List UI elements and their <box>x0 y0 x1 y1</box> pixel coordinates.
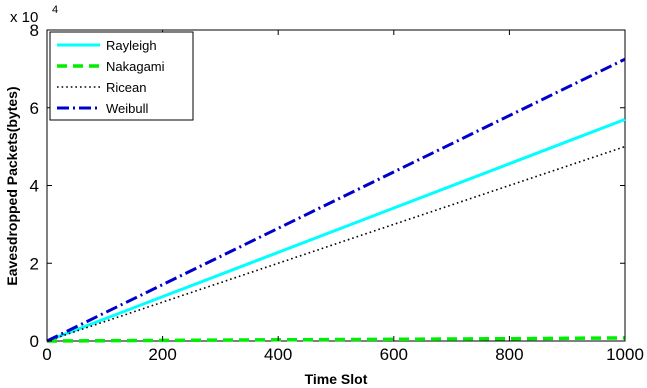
series-line-weibull <box>46 57 626 343</box>
y-axis-label: Eavesdropped Packets(bytes) <box>4 86 20 285</box>
x-tick-label: 200 <box>148 345 176 364</box>
x-axis-label: Time Slot <box>305 371 368 387</box>
x-tick-label: 1000 <box>606 345 644 364</box>
y-tick-label: 0 <box>30 332 39 351</box>
series-line-ricean <box>46 145 626 342</box>
y-tick-label: 8 <box>30 21 39 40</box>
legend-label: Ricean <box>106 80 146 95</box>
series-line-nakagami <box>46 336 626 343</box>
legend-label: Rayleigh <box>106 38 157 53</box>
series-line-rayleigh <box>46 117 626 343</box>
x-tick-label: 600 <box>380 345 408 364</box>
series-layer <box>46 57 626 343</box>
legend-label: Nakagami <box>106 59 165 74</box>
ticks-layer: 0 200 400 600 800 1000 0 2 4 6 8 <box>30 21 644 364</box>
x-tick-label: 400 <box>264 345 292 364</box>
x-tick-label: 800 <box>495 345 523 364</box>
y-tick-label: 2 <box>30 254 39 273</box>
legend-label: Weibull <box>106 101 149 116</box>
x-tick-label: 0 <box>42 345 51 364</box>
y-exponent-base: x 10 <box>10 9 38 26</box>
legend-box <box>49 31 194 121</box>
y-exponent-power: 4 <box>52 4 58 16</box>
legend: Rayleigh Nakagami Ricean Weibull <box>49 31 194 121</box>
y-tick-label: 4 <box>30 177 39 196</box>
y-tick-label: 6 <box>30 99 39 118</box>
